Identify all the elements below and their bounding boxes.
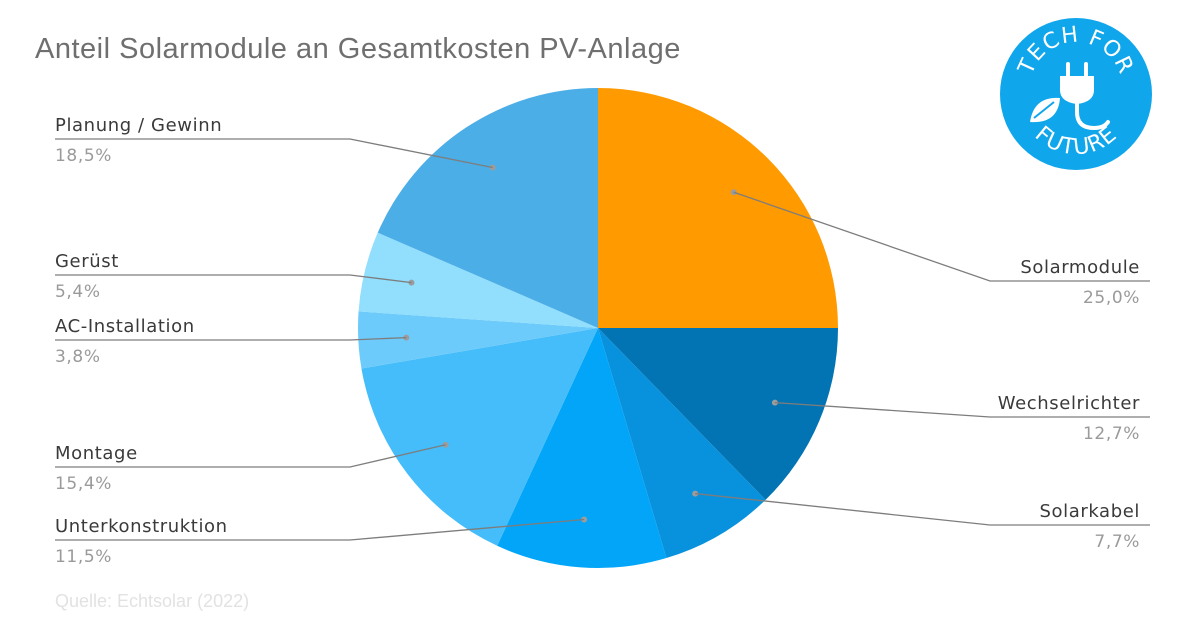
source-note: Quelle: Echtsolar (2022) — [55, 591, 249, 611]
leader-line — [55, 518, 585, 541]
pie-slice-unterkonstruktion — [497, 328, 667, 568]
leader-line — [55, 138, 493, 169]
slice-label: Gerüst — [55, 251, 119, 272]
plug-icon — [1060, 62, 1110, 131]
tech-for-future-logo: TECH FOR FUTURE — [1000, 18, 1152, 170]
leader-line — [733, 191, 1150, 282]
chart-title: Anteil Solarmodule an Gesamtkosten PV-An… — [35, 33, 681, 65]
slice-labels: Solarmodule 25,0% Wechselrichter 12,7% Solar… — [55, 115, 1140, 567]
leader-line — [55, 336, 407, 341]
slice-label: Unterkonstruktion — [55, 516, 228, 537]
slice-label: Montage — [55, 443, 138, 464]
slice-value-label: 5,4% — [55, 282, 101, 302]
pie-slice-planung-gewinn — [377, 88, 598, 328]
slice-value-label: 18,5% — [55, 146, 112, 166]
leader-line — [774, 401, 1150, 418]
leader-line — [695, 492, 1150, 526]
slice-label: Planung / Gewinn — [55, 115, 222, 136]
leader-lines — [55, 138, 1150, 541]
slice-value-label: 7,7% — [1094, 532, 1140, 552]
pie-slice-ger-st — [358, 232, 598, 328]
pie-slice-wechselrichter — [598, 328, 838, 500]
slice-value-label: 11,5% — [55, 547, 112, 567]
pie-slice-solarkabel — [598, 328, 766, 559]
pie-slices — [358, 88, 838, 568]
leader-line — [55, 274, 412, 284]
pie-slice-ac-installation — [358, 311, 598, 369]
slice-label: Solarkabel — [1039, 501, 1140, 522]
leader-line — [55, 444, 446, 468]
slice-label: Solarmodule — [1020, 257, 1140, 278]
slice-value-label: 12,7% — [1083, 424, 1140, 444]
slice-label: Wechselrichter — [998, 393, 1140, 414]
pie-slice-montage — [361, 328, 598, 546]
slice-value-label: 25,0% — [1083, 288, 1140, 308]
leaf-icon — [1030, 97, 1060, 123]
slice-label: AC-Installation — [55, 316, 195, 337]
slice-value-label: 15,4% — [55, 474, 112, 494]
pie-slice-solarmodule — [598, 88, 838, 328]
slice-value-label: 3,8% — [55, 347, 101, 367]
